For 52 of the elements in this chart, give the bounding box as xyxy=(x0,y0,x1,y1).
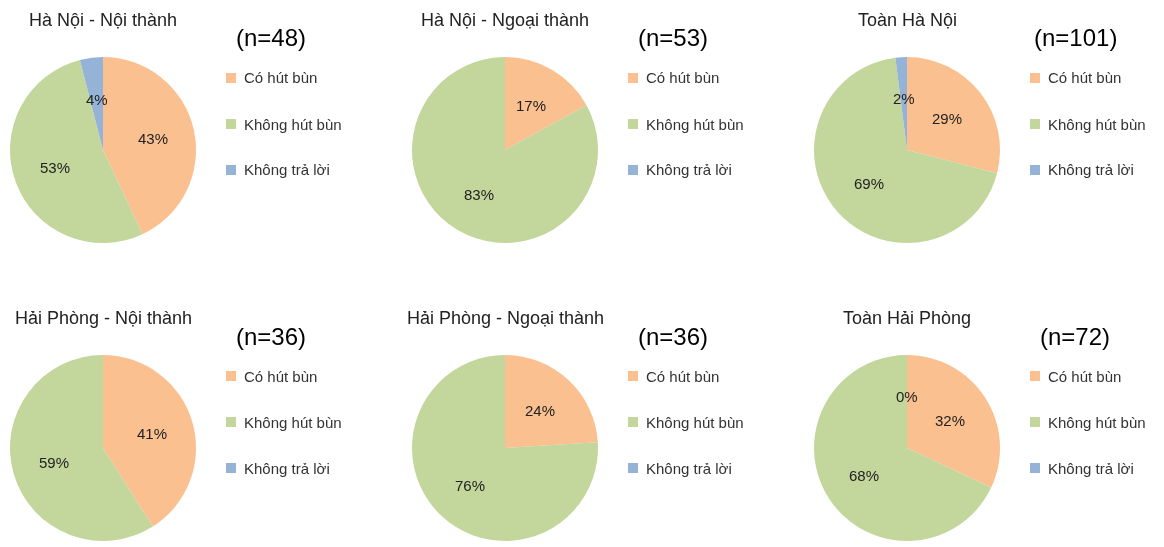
chart-title: Toàn Hải Phòng xyxy=(843,308,972,328)
pie-slice xyxy=(412,355,598,541)
chart-subtitle: (n=36) xyxy=(638,323,709,350)
legend-label: Không hút bùn xyxy=(646,414,744,431)
chart-title: Hà Nội - Ngoại thành xyxy=(421,10,590,30)
data-label: 17% xyxy=(516,97,547,114)
legend-label: Có hút bùn xyxy=(1048,69,1122,86)
chart-title: Hà Nội - Nội thành xyxy=(29,10,178,30)
data-label: 76% xyxy=(455,477,486,494)
legend-label: Không hút bùn xyxy=(244,116,342,133)
legend-label: Không trả lời xyxy=(1048,460,1134,477)
legend-label: Có hút bùn xyxy=(646,368,720,385)
chart-subtitle: (n=72) xyxy=(1040,323,1111,350)
pie-slice xyxy=(103,355,196,527)
legend-label: Không hút bùn xyxy=(1048,116,1146,133)
data-label: 24% xyxy=(525,402,556,419)
chart-subtitle: (n=101) xyxy=(1034,24,1118,51)
legend-label: Có hút bùn xyxy=(244,69,318,86)
data-label: 32% xyxy=(935,412,966,429)
pie-slice xyxy=(505,355,598,448)
data-label: 43% xyxy=(138,130,169,147)
pie-slice xyxy=(814,355,992,541)
chart-subtitle: (n=36) xyxy=(236,323,307,350)
data-label: 4% xyxy=(86,91,108,108)
legend-label: Có hút bùn xyxy=(244,368,318,385)
legend-label: Không trả lời xyxy=(646,161,732,178)
legend-label: Không trả lời xyxy=(1048,161,1134,178)
legend-label: Có hút bùn xyxy=(1048,368,1122,385)
text: 0% xyxy=(896,388,918,405)
chart-title: Toàn Hà Nội xyxy=(858,10,958,30)
data-label: 68% xyxy=(849,467,880,484)
data-label: 59% xyxy=(39,454,70,471)
data-label: 2% xyxy=(893,90,915,107)
legend-label: Có hút bùn xyxy=(646,69,720,86)
legend-label: Không trả lời xyxy=(244,460,330,477)
legend-label: Không hút bùn xyxy=(646,116,744,133)
chart-subtitle: (n=48) xyxy=(236,24,307,51)
data-label: 83% xyxy=(464,186,495,203)
data-label: 69% xyxy=(854,175,885,192)
data-label: 41% xyxy=(137,425,168,442)
pie-slice xyxy=(814,57,998,243)
legend-label: Không trả lời xyxy=(646,460,732,477)
legend-label: Không trả lời xyxy=(244,161,330,178)
data-label: 29% xyxy=(932,110,963,127)
legend-label: Không hút bùn xyxy=(244,414,342,431)
legend-label: Không hút bùn xyxy=(1048,414,1146,431)
pie-slice xyxy=(412,57,598,243)
data-label: 53% xyxy=(40,159,71,176)
chart-title: Hải Phòng - Nội thành xyxy=(15,308,193,328)
chart-subtitle: (n=53) xyxy=(638,24,709,51)
pie-slice xyxy=(505,57,587,150)
chart-title: Hải Phòng - Ngoại thành xyxy=(407,308,605,328)
